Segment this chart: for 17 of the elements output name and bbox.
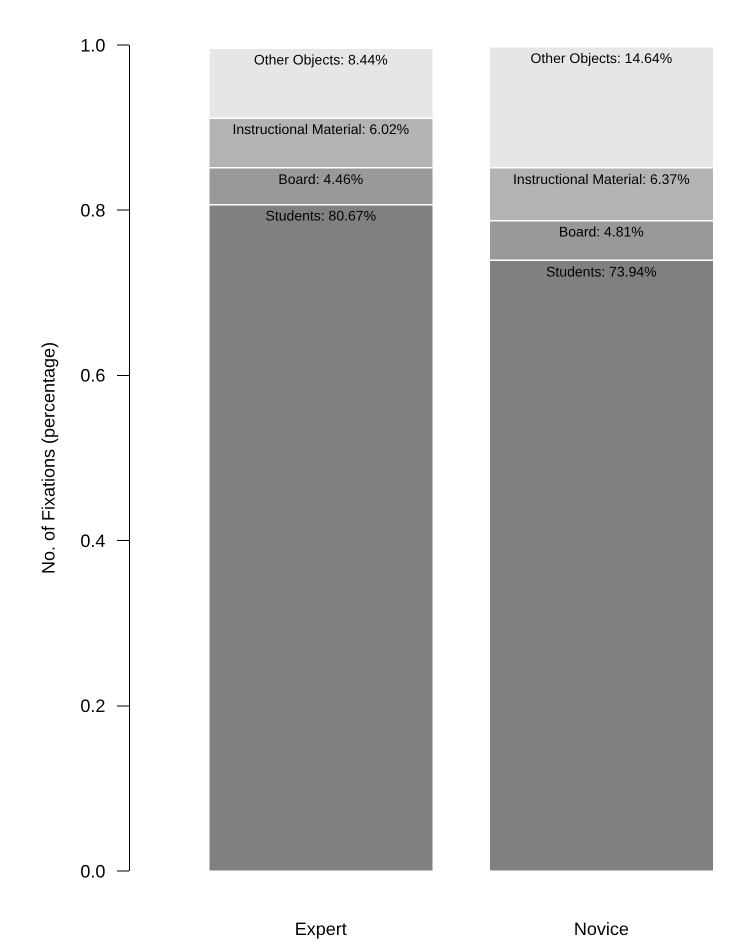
data-label: Instructional Material: 6.02% <box>232 121 410 138</box>
data-label: Other Objects: 8.44% <box>254 51 388 68</box>
data-label: Board: 4.81% <box>558 224 644 240</box>
data-label: Other Objects: 14.64% <box>530 50 672 66</box>
y-tick-label: 0.0 <box>80 861 106 882</box>
y-tick-label: 1.0 <box>80 35 106 56</box>
data-label: Students: 73.94% <box>546 263 657 280</box>
x-tick-label: Novice <box>574 919 629 939</box>
y-tick-label: 0.8 <box>80 200 106 220</box>
x-tick-label: Expert <box>294 919 347 939</box>
y-axis-title: No. of Fixations (percentage) <box>38 342 59 574</box>
data-label: Instructional Material: 6.37% <box>513 170 690 187</box>
y-tick-label: 0.6 <box>80 366 106 386</box>
data-label: Board: 4.46% <box>278 170 364 187</box>
y-tick-label: 0.4 <box>80 530 106 551</box>
data-label: Students: 80.67% <box>266 208 376 224</box>
y-tick-label: 0.2 <box>80 696 106 716</box>
